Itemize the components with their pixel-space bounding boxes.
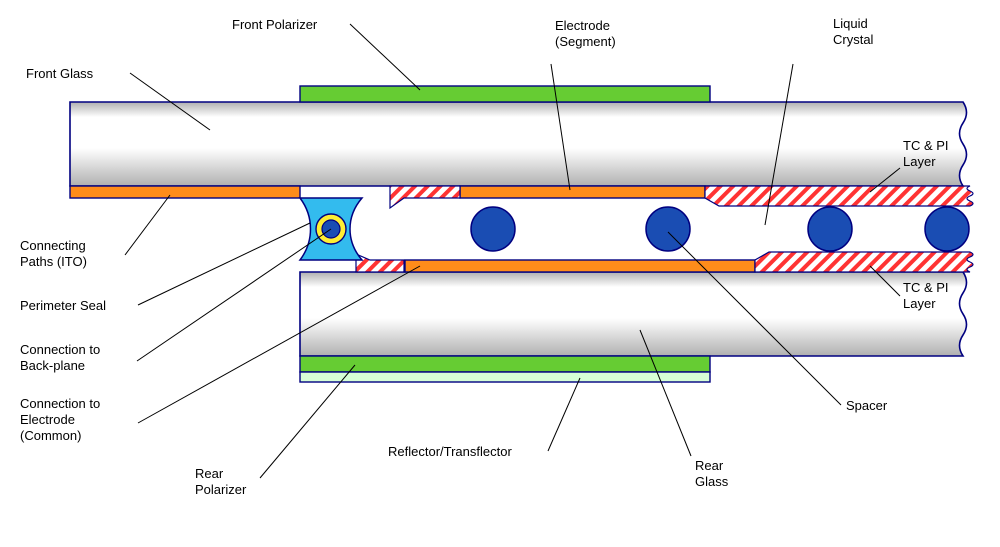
label-rear-glass: RearGlass (695, 458, 729, 489)
tcp-layer-bot-right (755, 252, 973, 272)
label-liquid-crystal: LiquidCrystal (833, 16, 874, 47)
connecting-path (70, 186, 300, 198)
leader-line (125, 195, 170, 255)
tcp-layer-top-left (390, 186, 460, 208)
label-front-polarizer: Front Polarizer (232, 17, 318, 32)
label-front-glass: Front Glass (26, 66, 94, 81)
label-perimeter-seal: Perimeter Seal (20, 298, 106, 313)
label-connecting-paths: ConnectingPaths (ITO) (20, 238, 87, 269)
label-reflector: Reflector/Transflector (388, 444, 512, 459)
rear-polarizer (300, 356, 710, 372)
label-spacer: Spacer (846, 398, 888, 413)
leader-line (548, 378, 580, 451)
label-conn-backplane: Connection toBack-plane (20, 342, 100, 373)
spacer-0 (471, 207, 515, 251)
leader-line (138, 223, 310, 305)
tcp-layer-top-right (705, 186, 973, 206)
spacer-1 (646, 207, 690, 251)
tcp-layer-bot-left (356, 254, 404, 272)
label-rear-polarizer: RearPolarizer (195, 466, 247, 497)
front-polarizer (300, 86, 710, 102)
spacer-2 (808, 207, 852, 251)
label-conn-electrode: Connection toElectrode(Common) (20, 396, 100, 443)
label-electrode-segment: Electrode(Segment) (555, 18, 616, 49)
spacer-3 (925, 207, 969, 251)
rear-glass (300, 272, 967, 356)
electrode-segment (460, 186, 705, 198)
front-glass (70, 102, 967, 186)
leader-line (350, 24, 420, 90)
reflector (300, 372, 710, 382)
